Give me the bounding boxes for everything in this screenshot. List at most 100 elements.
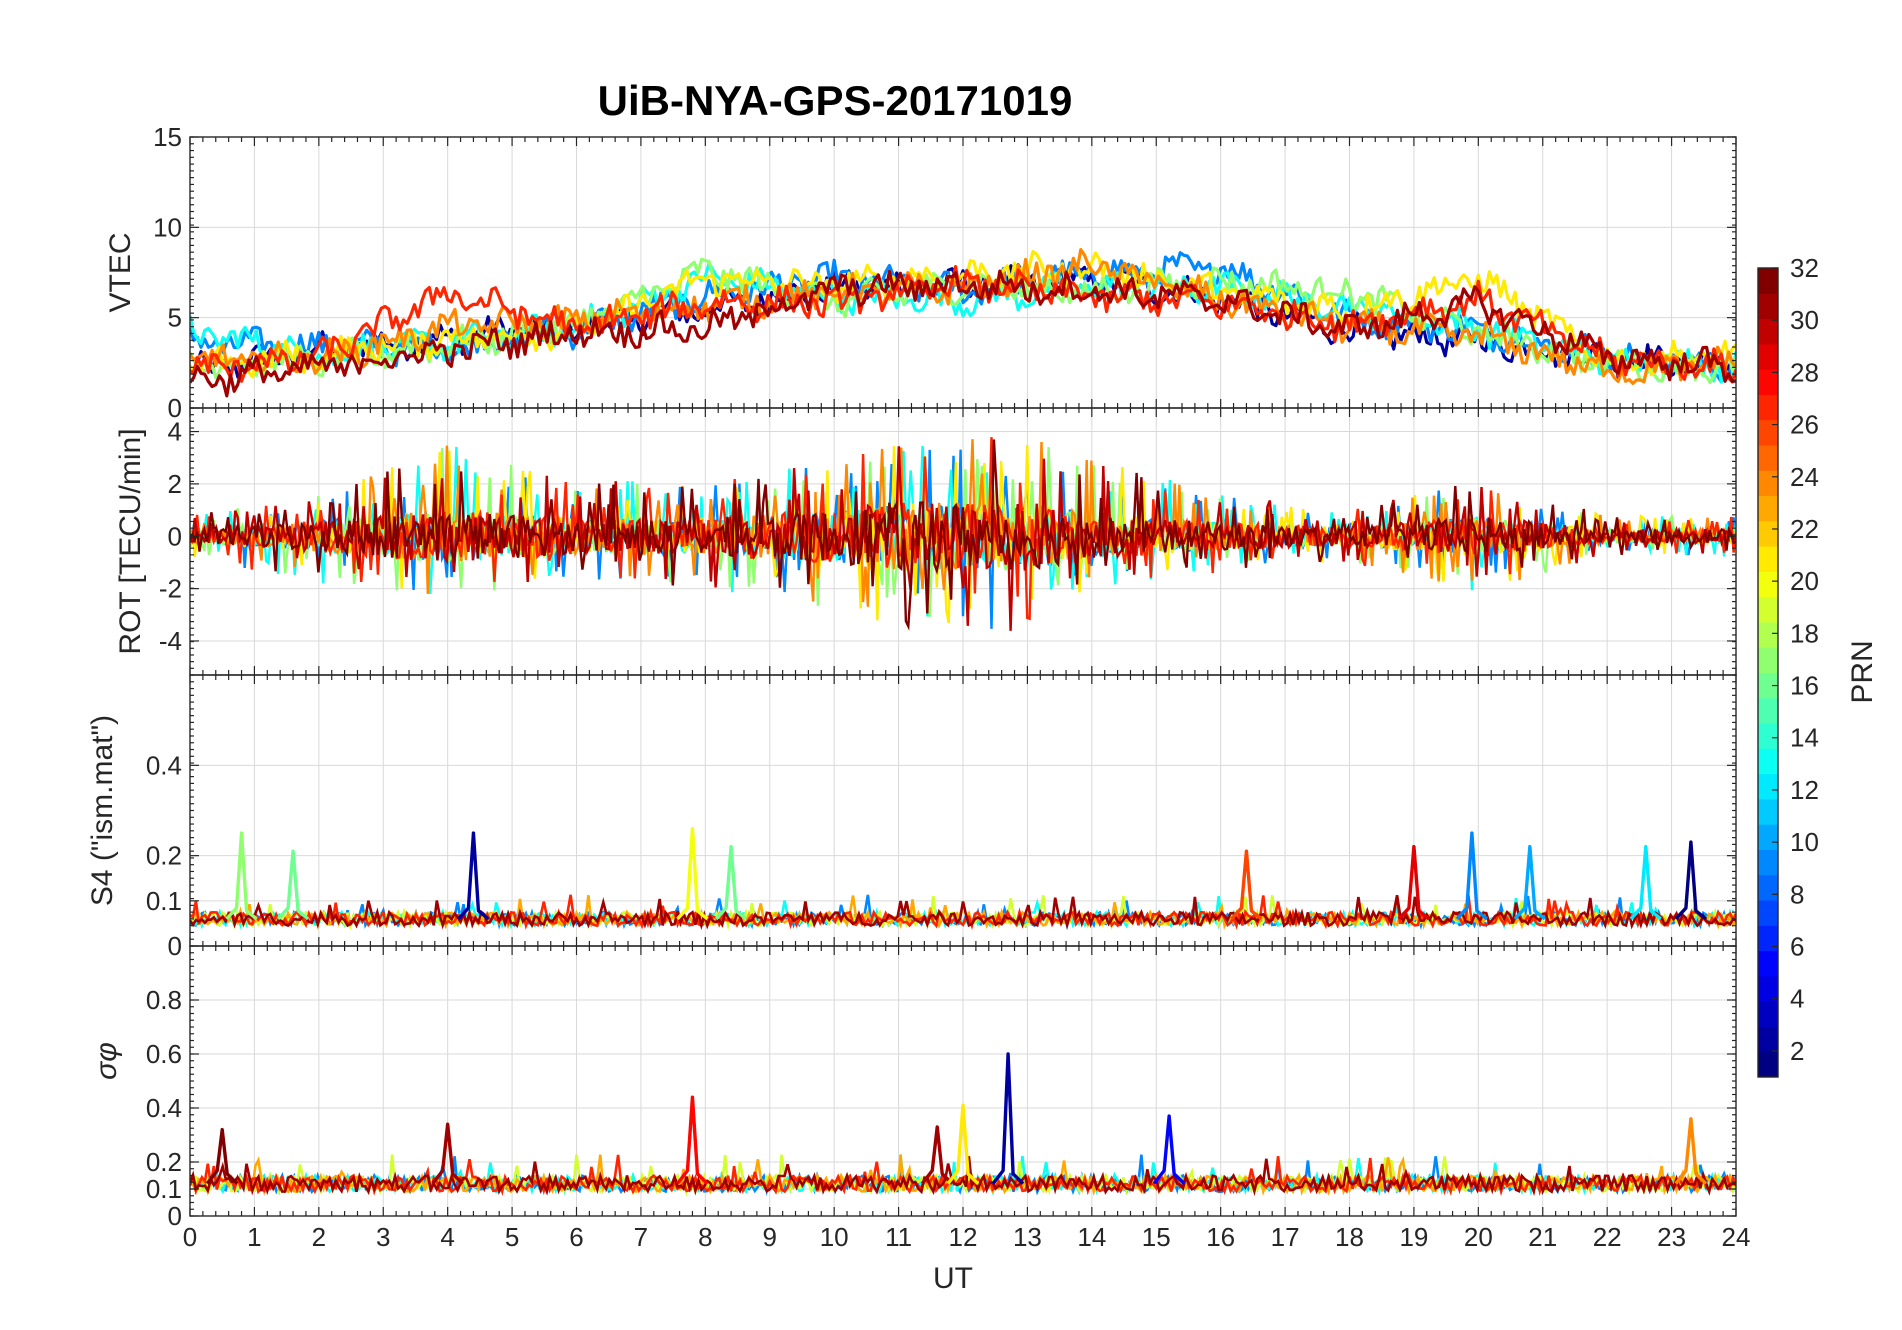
sigma-y-axis-label: σφ bbox=[90, 1042, 123, 1080]
colorbar-swatch bbox=[1758, 849, 1778, 876]
colorbar-tick-label: 20 bbox=[1790, 566, 1819, 596]
colorbar-frame bbox=[1757, 267, 1779, 1078]
colorbar-swatch bbox=[1758, 419, 1778, 446]
colorbar-swatch bbox=[1758, 723, 1778, 749]
colorbar-tick-label: 10 bbox=[1790, 827, 1819, 857]
xtick-label: 14 bbox=[1077, 1222, 1106, 1252]
sigma_phi-ytick-label: 0.1 bbox=[146, 1174, 182, 1204]
sigma_phi-ticks bbox=[189, 945, 1737, 1217]
xtick-label: 2 bbox=[312, 1222, 326, 1252]
colorbar-swatch bbox=[1758, 900, 1778, 926]
colorbar-tick-label: 28 bbox=[1790, 357, 1819, 387]
s4-data bbox=[190, 826, 1736, 931]
vtec-series-prn-21 bbox=[190, 250, 1736, 379]
panel-s4: 0 0.1 0.2 0.4 S4 ("ism.mat") bbox=[86, 674, 1737, 961]
sigma_phi-ytick-label: 0.6 bbox=[146, 1039, 182, 1069]
xtick-label: 7 bbox=[634, 1222, 648, 1252]
sigma_phi-ytick-label: 0 bbox=[168, 1201, 182, 1231]
rot-data bbox=[190, 437, 1736, 631]
rot-ytick-label: -2 bbox=[159, 574, 182, 604]
x-axis-label: UT bbox=[933, 1262, 973, 1295]
sigma_phi-peak bbox=[991, 1052, 1025, 1185]
s4-peak bbox=[457, 831, 490, 921]
rot-ticks bbox=[189, 407, 1737, 676]
s4-ticks bbox=[189, 674, 1737, 947]
colorbar-tick-label: 24 bbox=[1790, 462, 1819, 492]
colorbar-swatch bbox=[1758, 621, 1778, 648]
xtick-label: 12 bbox=[949, 1222, 978, 1252]
s4-peak bbox=[276, 849, 310, 921]
sigma_phi-data bbox=[190, 1052, 1736, 1197]
xtick-label: 19 bbox=[1399, 1222, 1428, 1252]
vtec-series-prn-31 bbox=[190, 269, 1736, 398]
colorbar-tick-label: 18 bbox=[1790, 618, 1819, 648]
s4-peak bbox=[1397, 844, 1430, 921]
xtick-label: 8 bbox=[698, 1222, 712, 1252]
colorbar-swatch bbox=[1758, 697, 1778, 724]
colorbar-swatch bbox=[1758, 1001, 1778, 1027]
colorbar-swatch bbox=[1758, 824, 1778, 850]
colorbar-tick-label: 4 bbox=[1790, 984, 1804, 1014]
sigma_phi-peak bbox=[1674, 1117, 1708, 1185]
xtick-label: 17 bbox=[1271, 1222, 1300, 1252]
s4-y-axis-label: S4 ("ism.mat") bbox=[86, 715, 119, 906]
xtick-label: 21 bbox=[1528, 1222, 1557, 1252]
colorbar-tick-label: 26 bbox=[1790, 410, 1819, 440]
s4-peak bbox=[1230, 849, 1263, 921]
colorbar-swatch bbox=[1758, 369, 1778, 395]
xtick-label: 5 bbox=[505, 1222, 519, 1252]
rot-series-prn-32 bbox=[190, 439, 1736, 631]
xtick-label: 23 bbox=[1657, 1222, 1686, 1252]
xtick-label: 16 bbox=[1206, 1222, 1235, 1252]
colorbar-swatch bbox=[1758, 798, 1778, 825]
colorbar-tick-label: 12 bbox=[1790, 775, 1819, 805]
colorbar-swatch bbox=[1758, 546, 1778, 572]
xtick-label: 4 bbox=[440, 1222, 454, 1252]
colorbar-swatch bbox=[1758, 495, 1778, 522]
s4-peak bbox=[1629, 844, 1662, 921]
rot-ytick-label: -4 bbox=[159, 626, 182, 656]
colorbar-tick-label: 30 bbox=[1790, 305, 1819, 335]
colorbar-swatch bbox=[1758, 470, 1778, 497]
sigma_phi-peak bbox=[946, 1103, 980, 1185]
colorbar-swatch bbox=[1758, 1051, 1778, 1078]
vtec-series-prn-13 bbox=[190, 261, 1736, 384]
xtick-label: 15 bbox=[1142, 1222, 1171, 1252]
vtec-ytick-label: 10 bbox=[153, 212, 182, 242]
xtick-label: 6 bbox=[569, 1222, 583, 1252]
vtec-ticks bbox=[189, 136, 1737, 409]
panel-rot: -4 -2 0 2 4 ROT [TECU/min] bbox=[114, 407, 1737, 676]
colorbar-tick-label: 6 bbox=[1790, 932, 1804, 962]
colorbar-tick-label: 22 bbox=[1790, 514, 1819, 544]
sigma_phi-peak bbox=[205, 1127, 239, 1185]
colorbar-swatch bbox=[1758, 444, 1778, 471]
rot-series-prn-30 bbox=[190, 446, 1736, 631]
colorbar-tick-label: 8 bbox=[1790, 879, 1804, 909]
s4-ytick-label: 0.4 bbox=[146, 750, 182, 780]
colorbar-swatch bbox=[1758, 950, 1778, 977]
s4-peak bbox=[1513, 844, 1546, 921]
sigma_phi-peak bbox=[920, 1125, 954, 1185]
colorbar-swatch bbox=[1758, 1026, 1778, 1053]
sigma_phi-ytick-label: 0.8 bbox=[146, 985, 182, 1015]
colorbar-label: PRN bbox=[1846, 640, 1879, 703]
xtick-label: 20 bbox=[1464, 1222, 1493, 1252]
s4-series-prn-31 bbox=[190, 895, 1736, 931]
vtec-series-prn-27 bbox=[190, 264, 1736, 384]
colorbar-swatch bbox=[1758, 874, 1778, 901]
rot-ytick-label: 2 bbox=[168, 469, 182, 499]
s4-peak bbox=[676, 826, 709, 921]
xtick-label: 1 bbox=[247, 1222, 261, 1252]
vtec-ytick-label: 15 bbox=[153, 122, 182, 152]
s4-peak bbox=[1455, 831, 1488, 921]
vtec-ytick-label: 0 bbox=[168, 393, 182, 423]
s4-peak bbox=[225, 831, 258, 921]
xtick-label: 18 bbox=[1335, 1222, 1364, 1252]
s4-peak bbox=[714, 844, 748, 921]
sigma_phi-ytick-label: 0.2 bbox=[146, 1147, 182, 1177]
xtick-label: 10 bbox=[820, 1222, 849, 1252]
sigma_phi-peak bbox=[431, 1122, 464, 1185]
xtick-label: 0 bbox=[183, 1222, 197, 1252]
